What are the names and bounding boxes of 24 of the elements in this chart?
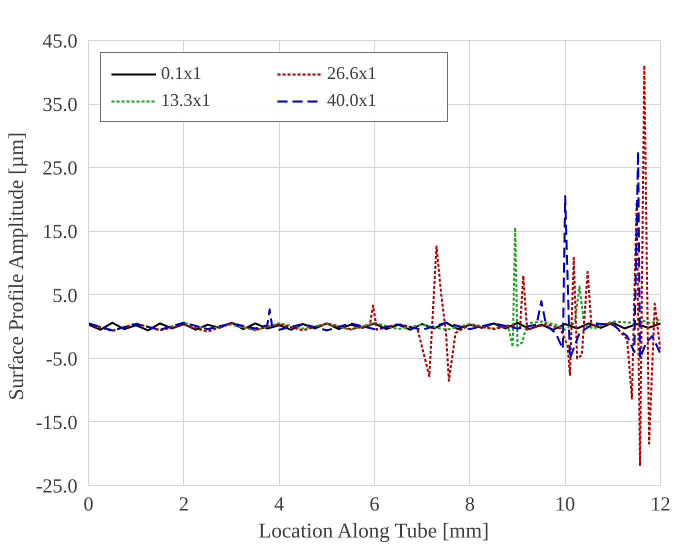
line-series [88,322,660,332]
x-tick-label: 8 [464,494,475,516]
y-tick-label: -5.0 [46,348,78,370]
legend-label: 13.3x1 [161,90,212,111]
x-tick-label: 12 [650,494,670,516]
y-axis-title: Surface Profile Amplitude [µm] [4,132,28,400]
line-series [88,150,660,360]
x-tick-label: 4 [274,494,284,516]
x-tick-label: 10 [555,494,576,516]
y-tick-label: 25.0 [42,158,78,180]
x-axis-title: Location Along Tube [mm] [258,518,489,542]
y-tick-label: 5.0 [52,284,78,307]
x-tick-label: 0 [84,494,94,516]
legend-label: 26.6x1 [327,63,378,84]
y-tick-label: 15.0 [42,221,78,244]
x-tick-label: 6 [370,494,380,516]
line-series [88,64,660,467]
y-tick-label: 45.0 [42,30,78,52]
legend-label: 40.0x1 [327,90,378,111]
y-tick-label: 35.0 [42,94,78,116]
y-tick-label: -25.0 [36,476,78,498]
legend-label: 0.1x1 [161,63,202,84]
y-tick-label: -15.0 [36,412,78,434]
x-tick-label: 2 [178,494,189,516]
